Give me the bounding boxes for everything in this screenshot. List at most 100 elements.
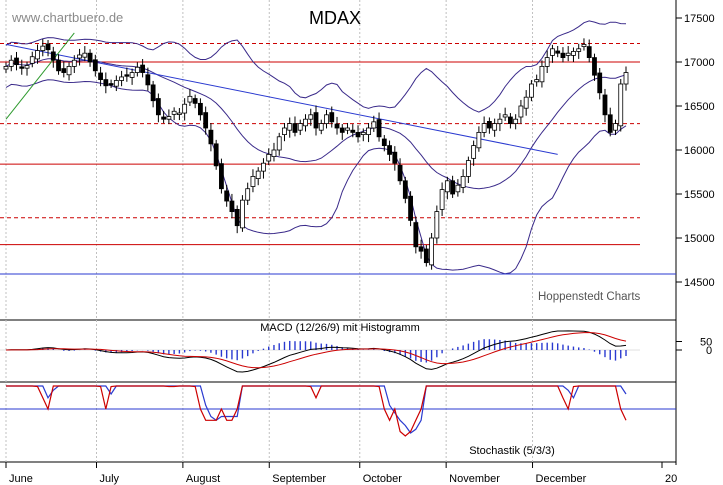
candle-body xyxy=(287,123,293,131)
candle-body xyxy=(282,127,287,135)
candle-body xyxy=(155,98,161,116)
candle-body xyxy=(544,57,550,67)
candle-body xyxy=(308,114,314,120)
candle-body xyxy=(402,180,408,199)
candle-body xyxy=(276,136,282,151)
candle-body xyxy=(334,123,340,129)
candle-body xyxy=(119,76,124,81)
candle-body xyxy=(187,95,193,103)
candle-body xyxy=(82,52,88,58)
candle-body xyxy=(150,84,156,102)
bollinger-upper-band xyxy=(5,20,627,113)
candle-body xyxy=(523,96,529,109)
candle-body xyxy=(203,112,209,129)
candle-body xyxy=(40,45,46,51)
stoch-tick-label: 50 xyxy=(700,337,712,349)
candle-body xyxy=(113,80,119,87)
watermark-text: www.chartbuero.de xyxy=(11,10,123,25)
candle-body xyxy=(471,145,477,159)
candle-body xyxy=(166,116,172,120)
candle-body xyxy=(171,110,177,115)
macd-line xyxy=(5,330,627,373)
stochastic-panel xyxy=(0,273,676,437)
x-tick-label: June xyxy=(9,473,33,485)
candle-body xyxy=(213,143,219,167)
x-tick-label: August xyxy=(186,473,220,485)
y-tick-label: 16000 xyxy=(684,145,715,157)
candle-body xyxy=(366,127,371,135)
candle-body xyxy=(529,83,534,98)
candle-body xyxy=(597,72,603,94)
macd-title: MACD (12/26/9) mit Histogramm xyxy=(260,322,420,334)
candle-body xyxy=(450,180,456,195)
candle-body xyxy=(324,114,329,125)
y-tick-label: 17500 xyxy=(684,13,715,25)
trendline-green xyxy=(5,32,75,120)
candle-body xyxy=(266,153,272,162)
candle-body xyxy=(224,190,230,202)
candle-body xyxy=(134,66,140,73)
source-label: Hoppenstedt Charts xyxy=(538,291,641,303)
macd-tick-label: 0 xyxy=(706,345,712,357)
candle-body xyxy=(108,83,114,86)
candle-body xyxy=(381,138,387,146)
candle-body xyxy=(513,118,519,124)
candle-body xyxy=(129,72,135,78)
candle-body xyxy=(145,74,151,86)
candle-body xyxy=(550,48,555,56)
candle-body xyxy=(350,129,356,133)
candle-body xyxy=(392,151,398,164)
candle-body xyxy=(255,170,261,179)
x-tick-label: October xyxy=(363,473,402,485)
candle-body xyxy=(397,164,403,182)
candle-body xyxy=(234,208,240,227)
candle-body xyxy=(465,160,471,177)
candle-body xyxy=(297,123,303,131)
candle-body xyxy=(592,57,597,76)
candle-body xyxy=(497,118,503,124)
candle-body xyxy=(240,199,245,229)
candle-body xyxy=(371,121,377,129)
macd-signal-line xyxy=(5,331,627,369)
candle-body xyxy=(376,119,382,138)
x-axis-ticks: June July August September October November De… xyxy=(5,462,677,485)
candle-body xyxy=(19,66,25,69)
x-tick-label: November xyxy=(449,473,500,485)
trendline-blue xyxy=(5,43,558,155)
candle-body xyxy=(502,114,508,118)
candle-body xyxy=(434,211,440,239)
candle-body xyxy=(192,98,198,104)
y-tick-label: 17000 xyxy=(684,57,715,69)
candle-body xyxy=(98,72,103,80)
bollinger-middle-band xyxy=(5,58,627,190)
candle-body xyxy=(581,44,587,48)
candle-body xyxy=(271,149,277,157)
y-tick-label: 16500 xyxy=(684,101,715,113)
candle-body xyxy=(413,222,419,248)
candle-body xyxy=(492,123,498,131)
candle-body xyxy=(198,102,203,116)
candle-body xyxy=(313,112,319,129)
candle-body xyxy=(24,65,30,69)
y-tick-label: 15000 xyxy=(684,233,715,245)
candle-body xyxy=(618,83,624,127)
candle-body xyxy=(303,118,308,127)
candle-body xyxy=(71,59,77,67)
candle-body xyxy=(345,127,350,131)
candle-body xyxy=(607,114,613,133)
candle-body xyxy=(455,184,461,193)
candle-body xyxy=(292,123,298,133)
candle-body xyxy=(539,66,545,83)
candlestick-series xyxy=(3,38,629,270)
candle-body xyxy=(571,51,576,56)
candle-body xyxy=(66,66,72,76)
candle-body xyxy=(408,195,413,221)
candle-body xyxy=(534,79,540,83)
y-tick-label: 14500 xyxy=(684,277,715,289)
candle-body xyxy=(444,180,450,193)
candle-body xyxy=(182,103,188,114)
macd-panel xyxy=(0,330,640,373)
candle-body xyxy=(14,57,19,66)
candle-body xyxy=(45,43,51,51)
